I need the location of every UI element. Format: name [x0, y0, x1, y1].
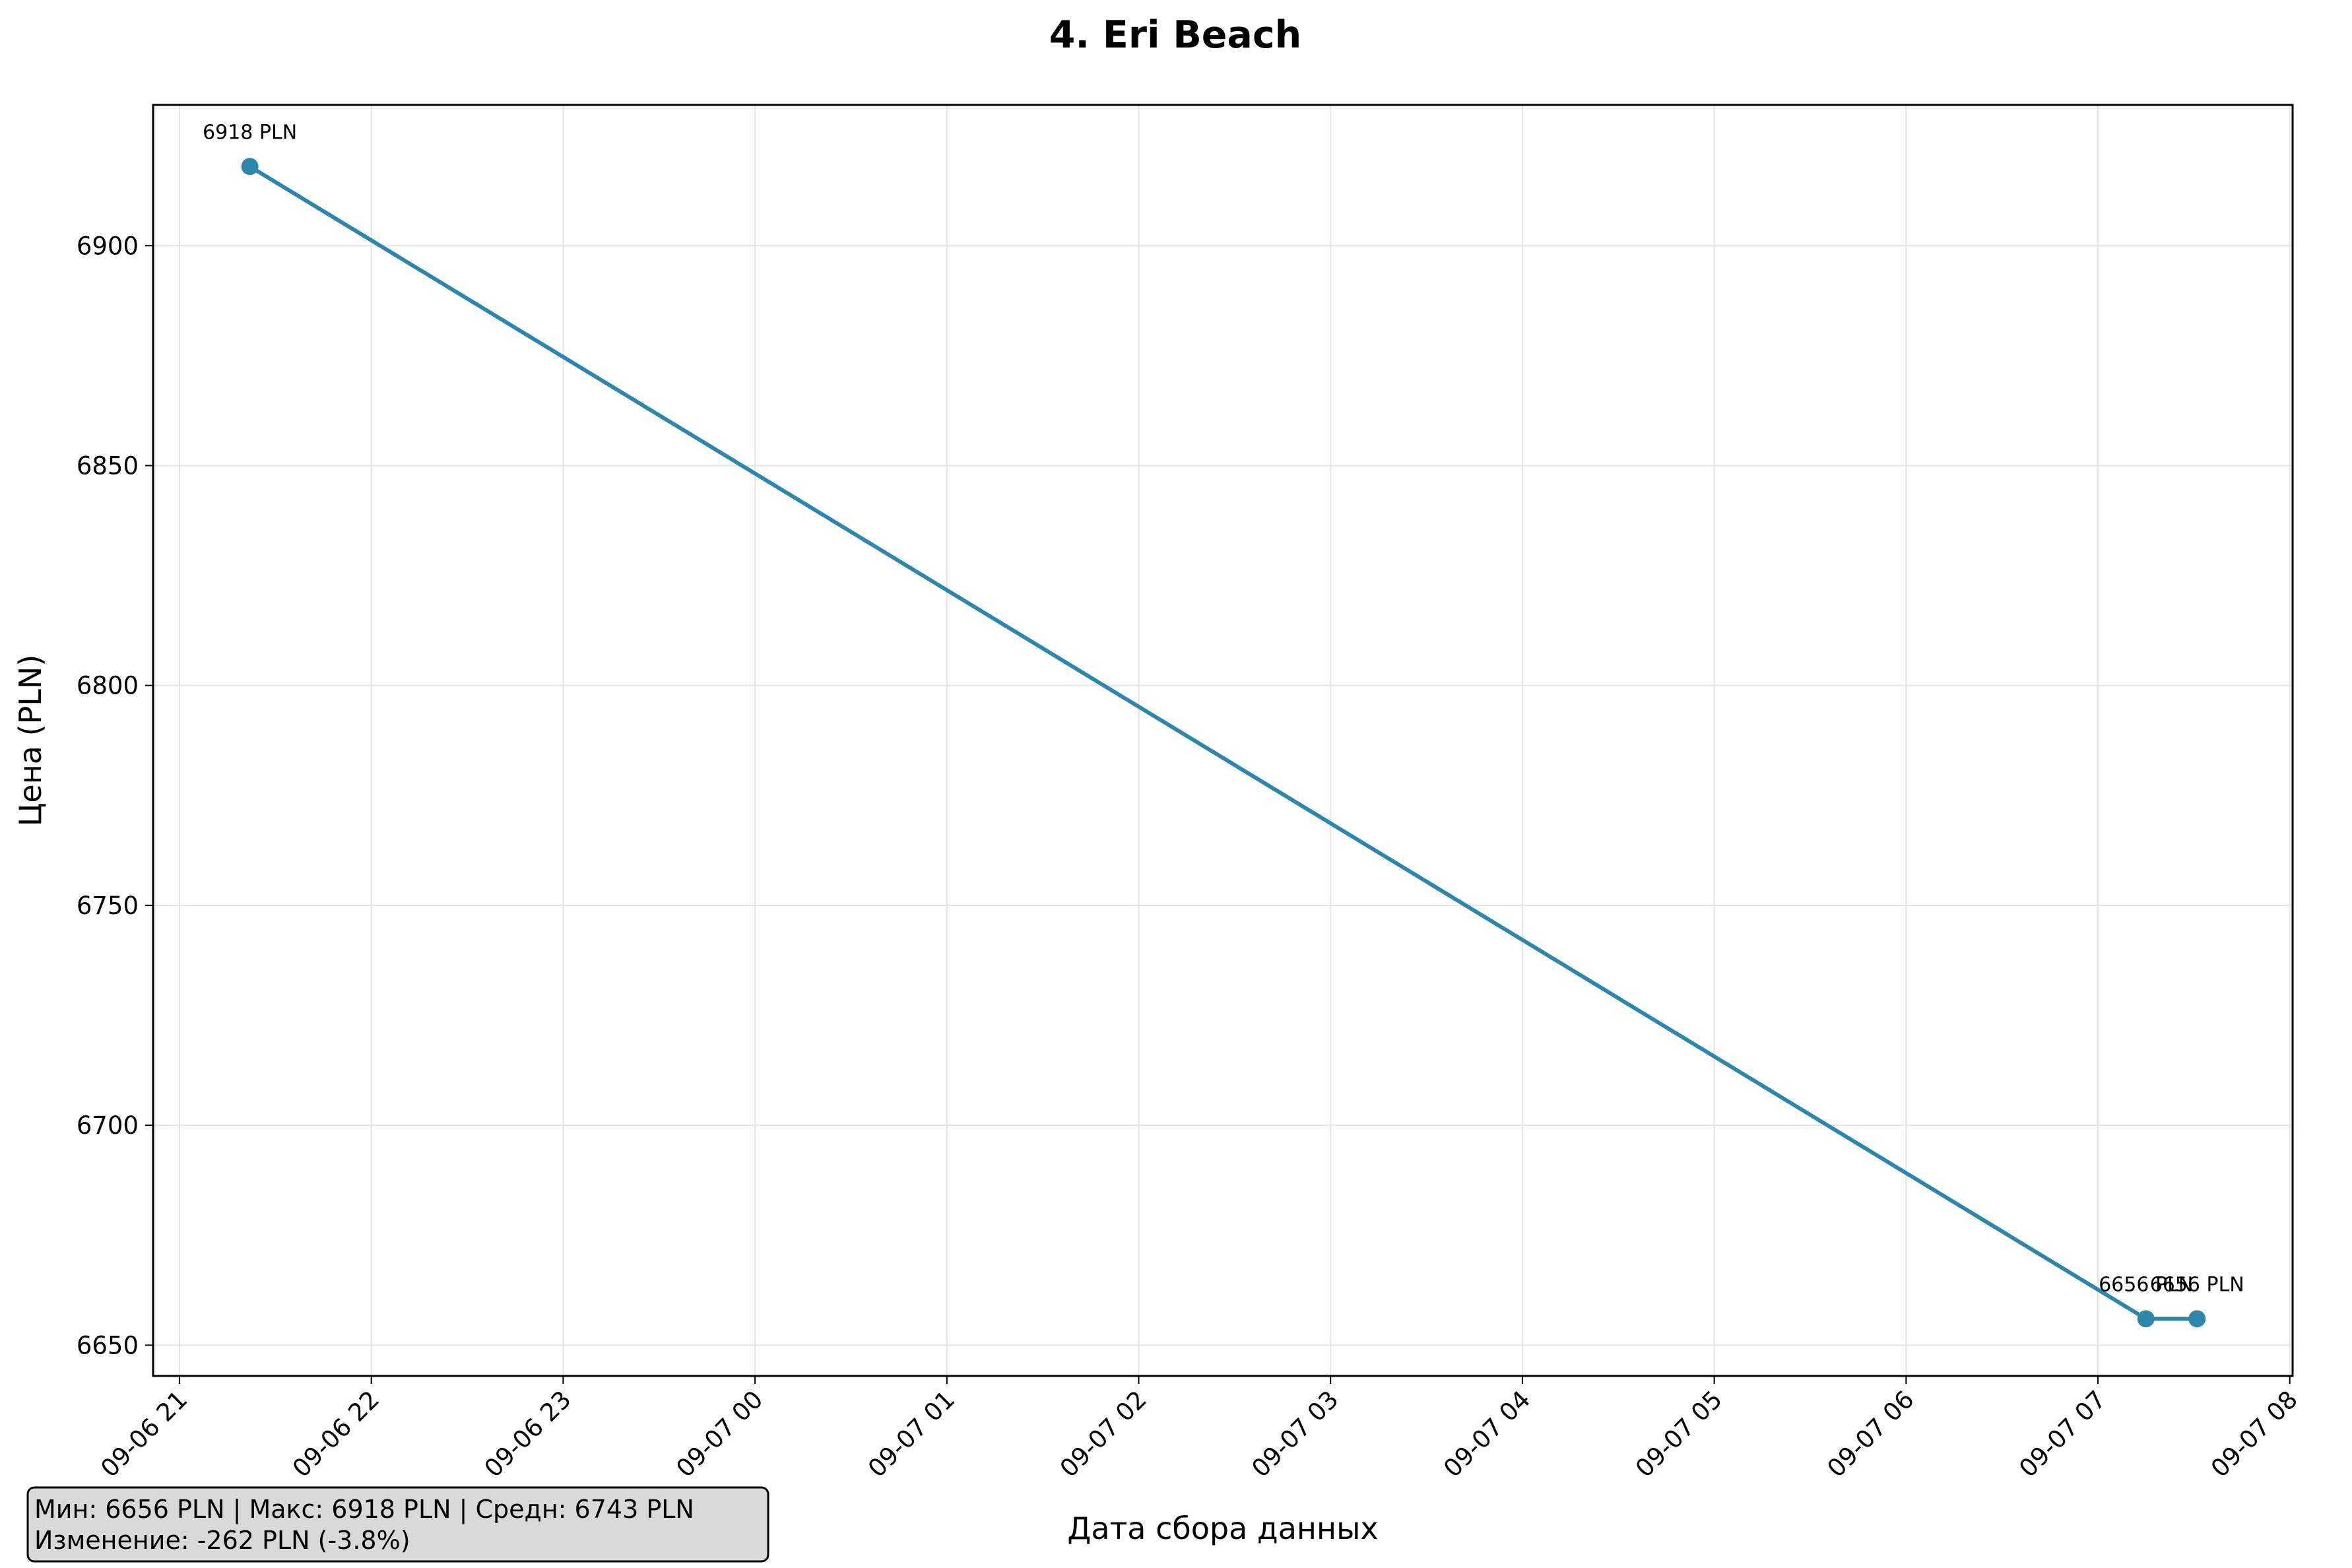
y-tick-label: 6800 [77, 672, 139, 700]
x-tick-label: 09-07 05 [1630, 1385, 1728, 1483]
stats-line-minmax: Мин: 6656 PLN | Макс: 6918 PLN | Средн: … [34, 1495, 694, 1524]
y-tick-label: 6900 [77, 232, 139, 260]
stats-box: Мин: 6656 PLN | Макс: 6918 PLN | Средн: … [26, 1486, 769, 1563]
x-tick-label: 09-06 23 [479, 1385, 577, 1483]
plot-frame [152, 104, 2294, 1377]
data-point [2188, 1310, 2206, 1328]
data-label: 6918 PLN [203, 121, 297, 144]
x-tick-label: 09-06 22 [287, 1385, 385, 1483]
stats-line-change: Изменение: -262 PLN (-3.8%) [34, 1526, 410, 1555]
series-line [249, 164, 2198, 1321]
x-tick-label: 09-07 01 [863, 1385, 960, 1483]
x-tick-label: 09-07 03 [1247, 1385, 1344, 1483]
y-axis-label: Цена (PLN) [13, 655, 48, 827]
stats-box-background [26, 1486, 769, 1563]
chart-title: 4. Eri Beach [1049, 13, 1302, 57]
data-point [241, 158, 259, 176]
y-tick-label: 6750 [77, 892, 139, 920]
x-tick-label: 09-07 08 [2205, 1385, 2303, 1483]
data-point [2137, 1310, 2155, 1328]
x-tick-label: 09-07 07 [2013, 1385, 2111, 1483]
x-axis-ticks: 09-06 21 09-06 22 09-06 23 09-07 00 09-07 01… [95, 1376, 2303, 1483]
data-label: 6656 PLN [2099, 1273, 2193, 1296]
x-axis-label: Дата сбора данных [1067, 1511, 1378, 1546]
y-tick-label: 6650 [77, 1331, 139, 1359]
y-tick-label: 6850 [77, 451, 139, 480]
x-tick-label: 09-07 02 [1055, 1385, 1152, 1483]
x-tick-label: 09-06 21 [95, 1385, 193, 1483]
x-tick-label: 09-07 04 [1438, 1385, 1536, 1483]
y-tick-label: 6700 [77, 1111, 139, 1140]
y-axis-ticks: 6650 6700 6750 6800 6850 6900 [77, 232, 153, 1359]
x-tick-label: 09-07 06 [1822, 1385, 1920, 1483]
data-label: 6656 PLN [2150, 1273, 2244, 1296]
x-tick-label: 09-07 00 [670, 1385, 768, 1483]
grid [153, 105, 2293, 1376]
